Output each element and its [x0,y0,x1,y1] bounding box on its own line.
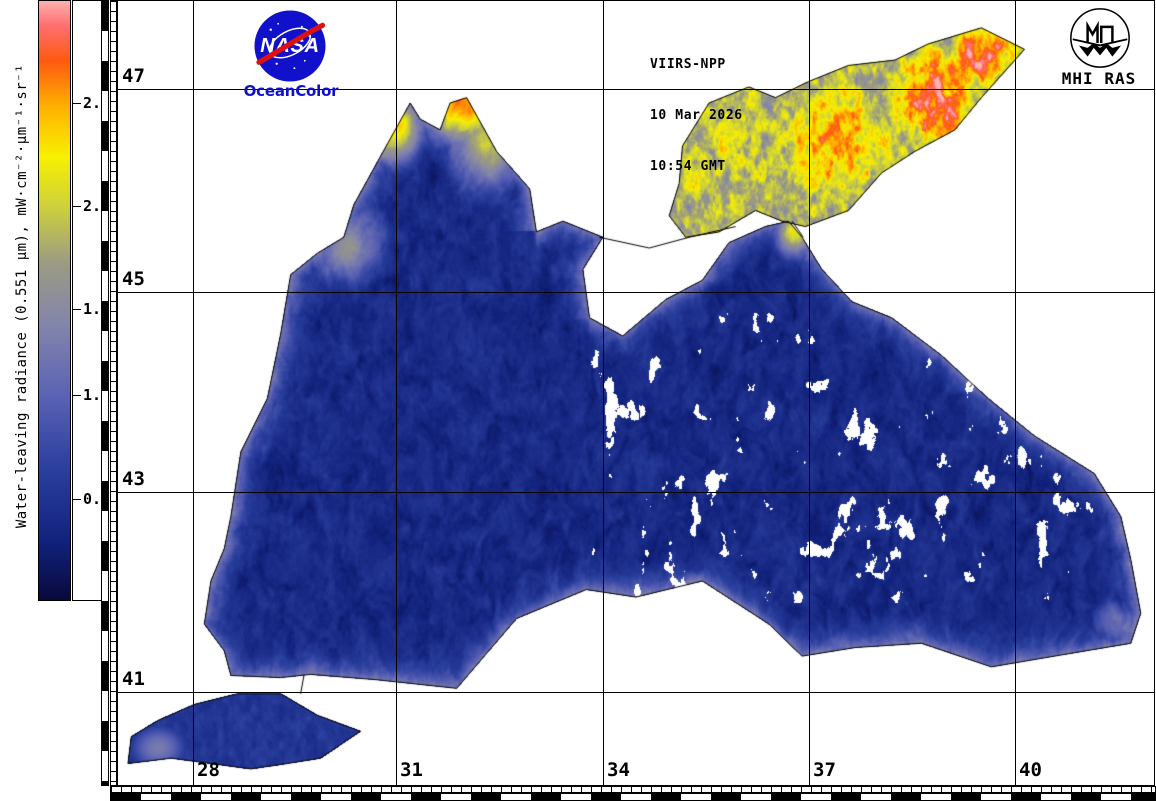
lat-label-43: 43 [122,468,145,490]
colorbar-axis-label: Water-leaving radiance (0.551 µm), mW·cm… [14,63,30,529]
colorbar-gradient [39,1,70,600]
nasa-oceancolor-logo: NASA OceanColor [241,9,341,100]
acquisition-date: 10 Mar 2026 [650,108,743,123]
lon-label-37: 37 [813,759,836,781]
colorbar-tick [73,103,81,104]
ruler-bottom-coarse [110,793,1156,801]
graticule-lon-37 [809,1,810,785]
graticule-lon-40 [1015,1,1016,785]
lon-label-28: 28 [197,759,220,781]
graticule-lat-43 [118,492,1154,493]
mhi-emblem-icon [1070,8,1130,68]
lat-label-47: 47 [122,65,145,87]
colorbar-axis: 2.5 2.0 1.5 1.0 0.5 [72,0,110,601]
colorbar-tick [73,309,81,310]
colorbar-tick [73,206,81,207]
graticule-lon-31 [396,1,397,785]
ruler-left-coarse [101,0,109,786]
graticule-lat-45 [118,292,1154,293]
lon-label-34: 34 [607,759,630,781]
mhi-ras-logo: MHI RAS [1043,7,1154,99]
graticule-lat-47 [118,89,1154,90]
colorbar [38,0,71,601]
nasa-meatball-icon: NASA [254,10,326,82]
lon-label-40: 40 [1019,759,1042,781]
colorbar-tick [73,395,81,396]
ruler-left-fine [110,0,117,786]
oceancolor-wordmark: OceanColor [243,82,339,100]
map-panel[interactable]: 47 45 43 41 28 31 34 37 40 NASA OceanCo [117,0,1155,786]
acquisition-time: 10:54 GMT [650,159,726,174]
ocean-color-raster [118,1,1154,785]
mhi-ras-label: MHI RAS [1061,69,1137,88]
lat-label-45: 45 [122,268,145,290]
graticule-lon-34 [603,1,604,785]
graticule-lat-41 [118,692,1154,693]
ruler-bottom-fine [110,786,1156,793]
acquisition-stamp: VIIRS-NPP 10 Mar 2026 10:54 GMT [650,22,743,209]
lon-label-31: 31 [400,759,423,781]
colorbar-tick [73,499,81,500]
lat-label-41: 41 [122,668,145,690]
sensor-name: VIIRS-NPP [650,57,726,72]
graticule-lon-28 [193,1,194,785]
